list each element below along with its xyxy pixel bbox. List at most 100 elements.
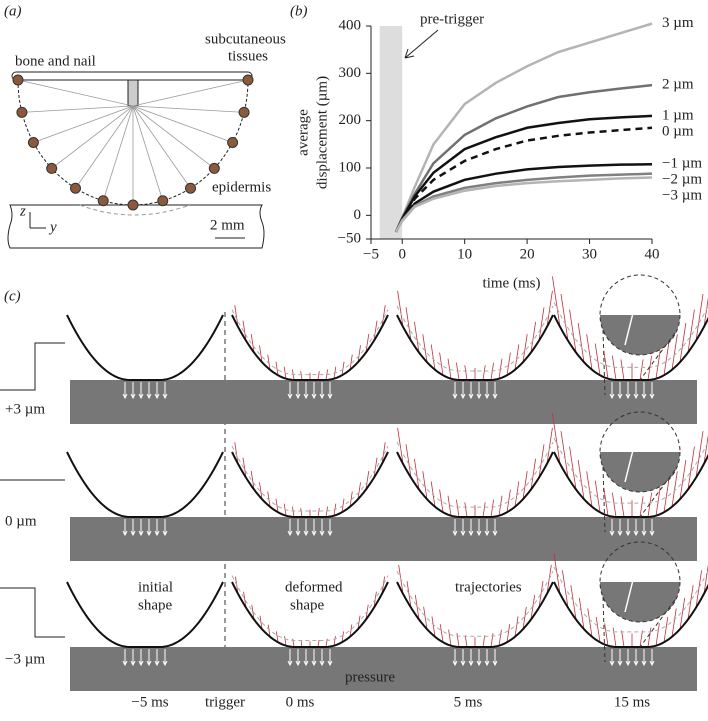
initial-shape xyxy=(396,305,554,372)
trajectory xyxy=(679,459,687,500)
nail-stem xyxy=(127,79,139,107)
trajectory xyxy=(431,616,436,637)
trajectory xyxy=(357,345,361,363)
pressure-arrow xyxy=(295,382,301,400)
pressure-arrow xyxy=(484,649,490,667)
x-tick-label: −5 xyxy=(363,246,379,262)
trajectory xyxy=(695,430,704,478)
trajectory xyxy=(439,624,444,643)
node xyxy=(185,182,196,194)
pressure-arrow xyxy=(452,649,458,667)
pressure-arrow xyxy=(287,519,293,537)
pressure-arrow xyxy=(287,382,293,400)
x-tick-label: 10 xyxy=(457,246,472,262)
deformed-shape xyxy=(66,314,224,381)
trajectory xyxy=(578,597,585,630)
trajectory xyxy=(267,624,271,637)
trajectory xyxy=(522,471,528,500)
trajectory xyxy=(365,471,370,490)
node xyxy=(242,74,254,86)
initial-shape xyxy=(553,437,708,504)
trajectory xyxy=(687,446,695,490)
initial-shape xyxy=(553,566,708,633)
trajectory xyxy=(569,309,577,353)
trajectory xyxy=(506,489,511,513)
pressure-arrow xyxy=(287,649,293,667)
pressure-arrow xyxy=(162,382,168,400)
trajectory xyxy=(603,350,609,379)
trajectory xyxy=(671,608,677,637)
x-tick-label: 40 xyxy=(645,246,660,262)
pressure-arrow xyxy=(303,382,309,400)
trajectory xyxy=(300,639,303,648)
column-label: 5 ms xyxy=(454,694,483,710)
trajectory xyxy=(498,629,502,646)
pre-trigger-shade xyxy=(379,26,403,239)
trajectory xyxy=(349,491,353,507)
label: tissues xyxy=(228,48,268,64)
deformed-shape xyxy=(553,581,708,648)
node xyxy=(238,106,250,118)
pressure-arrow xyxy=(130,649,136,667)
label: bone and nail xyxy=(15,53,96,69)
node xyxy=(46,162,58,174)
trajectory xyxy=(679,322,687,363)
trajectory xyxy=(414,321,420,353)
pressure-arrow xyxy=(649,382,655,400)
pressure-arrow xyxy=(311,519,317,537)
pressure-arrow xyxy=(130,382,136,400)
pressure-arrow xyxy=(633,649,639,667)
trajectory xyxy=(655,623,660,646)
trajectory xyxy=(695,293,704,341)
trajectory xyxy=(300,508,303,518)
series-line xyxy=(394,176,653,233)
pressure-arrow xyxy=(476,519,482,537)
pressure-arrow xyxy=(633,382,639,400)
pressure-arrow xyxy=(295,649,301,667)
trajectory xyxy=(560,430,569,478)
y-tick-label: 100 xyxy=(339,159,362,175)
trajectory xyxy=(577,322,585,363)
trajectory xyxy=(349,624,353,637)
initial-shape xyxy=(396,441,554,508)
trajectory xyxy=(259,482,263,500)
trajectory xyxy=(234,442,239,464)
finger-diagram xyxy=(7,71,265,249)
node xyxy=(70,182,81,194)
trajectory xyxy=(671,471,678,507)
trajectory xyxy=(482,635,486,648)
pressure-arrow xyxy=(162,519,168,537)
initial-shape xyxy=(66,451,224,518)
pressure-arrow xyxy=(162,649,168,667)
annotation: shape xyxy=(290,597,324,613)
pressure-arrow xyxy=(146,382,152,400)
trajectory xyxy=(373,457,378,478)
trajectory xyxy=(456,633,460,648)
column-label: trigger xyxy=(205,694,245,710)
pressure-arrow xyxy=(484,519,490,537)
zoom-arrow xyxy=(624,312,634,346)
trajectory xyxy=(365,334,370,353)
pressure-arrow xyxy=(476,649,482,667)
deformed-shape xyxy=(396,451,554,518)
trajectory xyxy=(317,371,320,381)
pressure-arrow xyxy=(609,519,615,537)
trajectory xyxy=(611,492,617,518)
trajectory xyxy=(357,615,361,630)
pressure-arrow xyxy=(311,382,317,400)
pressure-arrow xyxy=(492,382,498,400)
zoom-lead xyxy=(602,329,676,396)
y-tick-label: 400 xyxy=(339,17,362,33)
pressure-arrow xyxy=(609,649,615,667)
column-label: 15 ms xyxy=(614,694,650,710)
pressure-arrow xyxy=(625,649,631,667)
bone xyxy=(11,71,253,81)
trajectory xyxy=(341,361,345,376)
series-line xyxy=(394,83,653,233)
trajectory xyxy=(506,624,511,643)
trajectory xyxy=(430,344,436,370)
label: 2 mm xyxy=(210,217,245,233)
pressure-arrow xyxy=(468,649,474,667)
series-label: 3 µm xyxy=(662,15,694,31)
